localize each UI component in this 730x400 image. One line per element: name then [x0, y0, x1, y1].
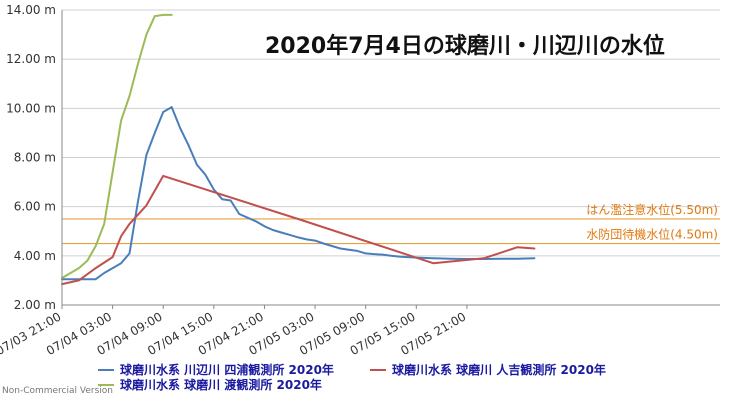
- legend-label: 球磨川水系 球磨川 人吉観測所 2020年: [392, 362, 606, 377]
- y-tick-label: 8.00 m: [14, 151, 56, 165]
- y-tick-label: 10.00 m: [6, 101, 56, 115]
- legend: 球磨川水系 川辺川 四浦観測所 2020年 球磨川水系 球磨川 人吉観測所 202…: [98, 362, 606, 392]
- y-tick-label: 4.00 m: [14, 249, 56, 263]
- y-tick-label: 12.00 m: [6, 52, 56, 66]
- reference-line-label: はん濫注意水位(5.50m): [586, 202, 718, 217]
- series-line: [61, 13, 173, 279]
- chart-title: 2020年7月4日の球磨川・川辺川の水位: [265, 33, 665, 59]
- y-tick-label: 14.00 m: [6, 3, 56, 17]
- axis-layer: 2.00 m 4.00 m 6.00 m 8.00 m 10.00 m 12.00 m 14…: [0, 3, 720, 358]
- y-tick-label: 6.00 m: [14, 200, 56, 214]
- watermark-text: Non-Commercial Version: [2, 386, 113, 396]
- reference-line-label: 水防団待機水位(4.50m): [586, 227, 718, 242]
- legend-label: 球磨川水系 球磨川 渡観測所 2020年: [120, 377, 322, 392]
- series-line: [61, 174, 536, 286]
- reference-lines: はん濫注意水位(5.50m) 水防団待機水位(4.50m): [62, 202, 720, 245]
- series-layer: [61, 13, 536, 286]
- y-tick-label: 2.00 m: [14, 298, 56, 312]
- legend-label: 球磨川水系 川辺川 四浦観測所 2020年: [120, 362, 334, 377]
- series-line: [61, 106, 536, 281]
